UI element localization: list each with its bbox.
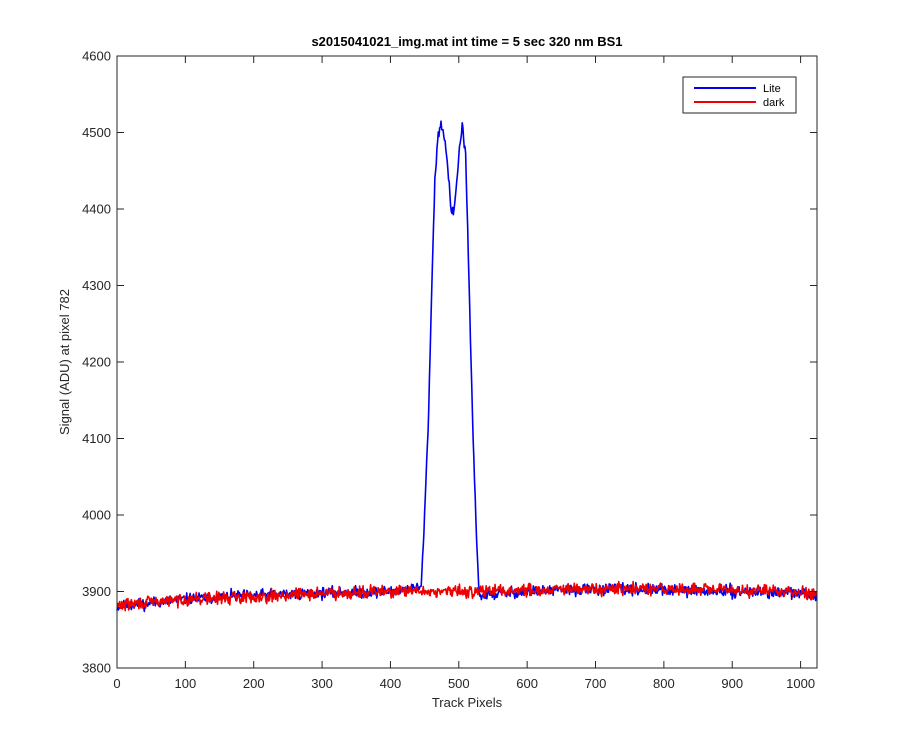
- y-tick-label: 4300: [82, 278, 111, 293]
- y-tick-label: 3900: [82, 584, 111, 599]
- series-layer: [116, 120, 818, 613]
- x-tick-label: 800: [653, 676, 675, 691]
- x-tick-label: 700: [585, 676, 607, 691]
- y-tick-label: 4400: [82, 202, 111, 217]
- y-axis-title: Signal (ADU) at pixel 782: [57, 289, 72, 435]
- y-tick-label: 4200: [82, 355, 111, 370]
- y-tick-label: 4600: [82, 49, 111, 64]
- x-tick-label: 0: [113, 676, 120, 691]
- y-tick-label: 4100: [82, 431, 111, 446]
- x-tick-label: 600: [516, 676, 538, 691]
- x-tick-label: 200: [243, 676, 265, 691]
- y-tick-label: 4500: [82, 125, 111, 140]
- x-tick-label: 300: [311, 676, 333, 691]
- y-tick-label: 3800: [82, 661, 111, 676]
- x-tick-label: 500: [448, 676, 470, 691]
- x-axis-title: Track Pixels: [432, 695, 503, 710]
- chart-title: s2015041021_img.mat int time = 5 sec 320…: [311, 34, 622, 49]
- legend-box: [682, 76, 797, 114]
- x-axis: 0 100 200 300 400 500 600 700 800 900 1000: [113, 56, 815, 691]
- x-tick-label: 900: [721, 676, 743, 691]
- legend: Lite dark: [682, 76, 797, 114]
- x-tick-label: 100: [175, 676, 197, 691]
- legend-label-lite: Lite: [763, 83, 781, 95]
- plot-area: [117, 56, 817, 668]
- y-tick-label: 4000: [82, 508, 111, 523]
- legend-label-dark: dark: [763, 97, 785, 109]
- x-tick-label: 1000: [786, 676, 815, 691]
- x-tick-label: 400: [380, 676, 402, 691]
- y-axis: 3800 3900 4000 4100 4200 4300 4400 4500 4600: [82, 49, 817, 676]
- series-line-dark: [116, 580, 818, 612]
